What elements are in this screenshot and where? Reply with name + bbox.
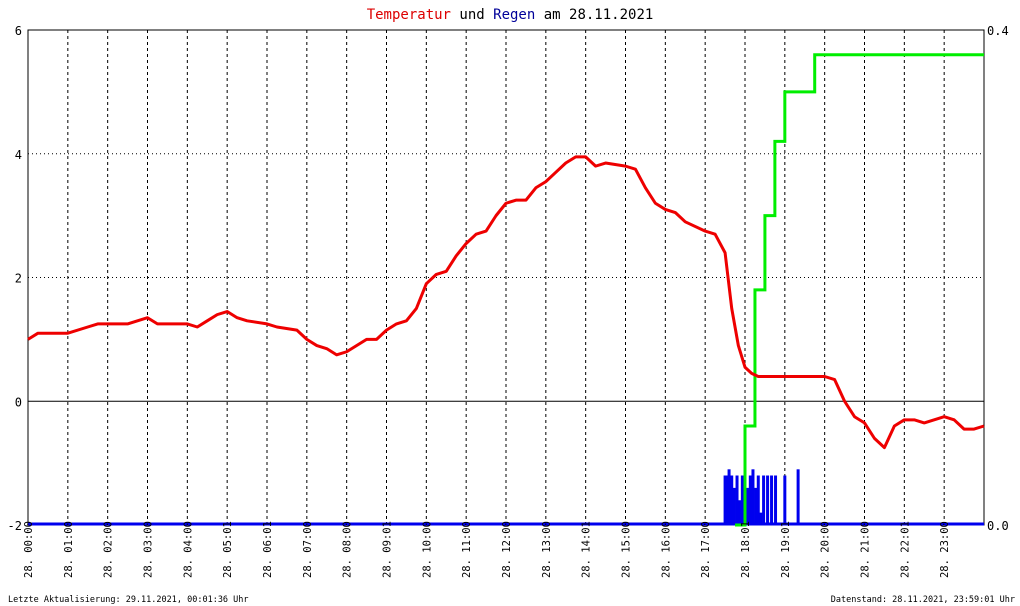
- x-tick-label: 28. 07:00: [302, 521, 314, 578]
- chart-title: Temperatur und Regen am 28.11.2021: [367, 7, 654, 23]
- x-tick-label: 28. 05:01: [222, 521, 234, 578]
- x-tick-label: 28. 06:01: [262, 521, 274, 578]
- temperature-line: [27, 155, 985, 450]
- x-tick-labels: 28. 00:00 28. 01:00 28. 02:00 28. 03:00 28. …: [23, 521, 951, 578]
- footer-last-update: Letzte Aktualisierung: 29.11.2021, 00:01…: [8, 595, 249, 605]
- title-rain-word: Regen: [493, 7, 535, 23]
- y-left-tick-label: 4: [15, 148, 22, 162]
- x-tick-label: 28. 10:00: [421, 521, 433, 578]
- footer-data-timestamp: Datenstand: 28.11.2021, 23:59:01 Uhr: [831, 595, 1015, 605]
- x-tick-label: 28. 15:00: [621, 521, 633, 578]
- title-and-word: und: [451, 7, 493, 23]
- y-right-tick-label: 0.0: [987, 519, 1009, 533]
- x-tick-label: 28. 03:00: [143, 521, 155, 578]
- x-tick-label: 28. 08:00: [342, 521, 354, 578]
- x-tick-label: 28. 09:01: [382, 521, 394, 578]
- x-tick-label: 28. 04:00: [182, 521, 194, 578]
- y-left-tick-label: 0: [15, 395, 22, 409]
- grid-layer: [28, 30, 984, 525]
- x-tick-label: 28. 20:00: [820, 521, 832, 578]
- y-tick-labels: -2 0 2 4 6 0.0 0.4: [8, 24, 1009, 533]
- series-layer: [27, 53, 985, 527]
- x-tick-label: 28. 16:00: [660, 521, 672, 578]
- x-tick-label: 28. 21:00: [860, 521, 872, 578]
- title-date: am 28.11.2021: [535, 7, 653, 23]
- x-tick-label: 28. 12:00: [501, 521, 513, 578]
- x-tick-label: 28. 23:00: [939, 521, 951, 578]
- x-tick-label: 28. 01:00: [63, 521, 75, 578]
- x-tick-label: 28. 11:00: [461, 521, 473, 578]
- x-tick-label: 28. 14:01: [581, 521, 593, 578]
- rain-bars-layer: [28, 469, 984, 526]
- x-tick-label: 28. 13:00: [541, 521, 553, 578]
- x-tick-label: 28. 17:00: [700, 521, 712, 578]
- rain-cumulative-line: [735, 53, 984, 527]
- x-tick-label: 28. 19:01: [780, 521, 792, 578]
- y-right-tick-label: 0.4: [987, 24, 1009, 38]
- title-temperature-word: Temperatur: [367, 7, 451, 23]
- x-tick-label: 28. 18:01: [740, 521, 752, 578]
- x-tick-label: 28. 02:00: [103, 521, 115, 578]
- y-left-tick-label: 2: [15, 272, 22, 286]
- y-left-tick-label: -2: [8, 519, 22, 533]
- x-tick-label: 28. 00:00: [23, 521, 35, 578]
- x-tick-label: 28. 22:01: [899, 521, 911, 578]
- y-left-tick-label: 6: [15, 24, 22, 38]
